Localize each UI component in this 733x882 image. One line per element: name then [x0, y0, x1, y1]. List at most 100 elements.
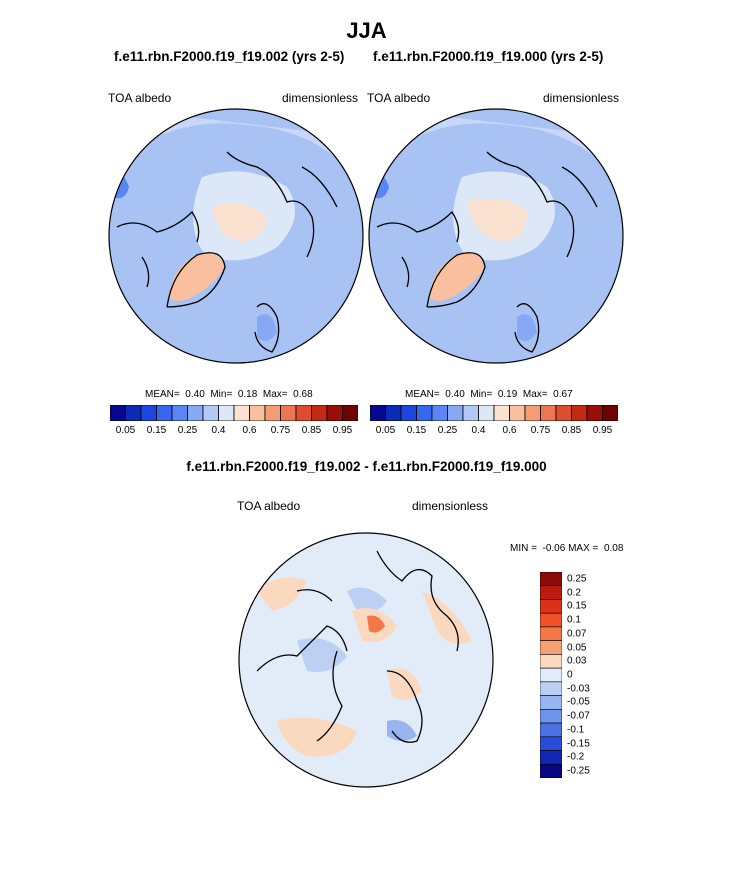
colorbar-swatch	[431, 405, 448, 421]
colorbar-swatch	[218, 405, 235, 421]
min-label: Min=	[470, 389, 493, 400]
colorbar-label: 0.2	[567, 587, 581, 599]
colorbar-swatch	[555, 405, 572, 421]
colorbar-swatch	[509, 405, 526, 421]
stats-right: MEAN= 0.40 Min= 0.19 Max= 0.67	[405, 389, 573, 400]
units-label-diff: dimensionless	[412, 499, 489, 513]
colorbar-swatch	[385, 405, 402, 421]
colorbar-tick-label: 0.05	[115, 425, 136, 436]
colorbar-swatch	[233, 405, 250, 421]
colorbar-swatch	[540, 612, 562, 628]
units-label-left: dimensionless	[282, 91, 359, 105]
stats-left: MEAN= 0.40 Min= 0.18 Max= 0.68	[145, 389, 313, 400]
colorbar-swatch	[540, 750, 562, 765]
colorbar-swatch	[540, 585, 562, 600]
colorbar-swatch	[540, 695, 562, 710]
polar-map-left	[108, 108, 364, 364]
colorbar-swatch	[540, 626, 562, 641]
colorbar-swatch	[249, 405, 266, 421]
max-value: 0.68	[293, 389, 313, 400]
units-label-right: dimensionless	[543, 91, 620, 105]
colorbar-swatch	[540, 405, 557, 421]
colorbar-swatch	[540, 763, 562, 778]
low-albedo-patch-2	[257, 314, 277, 341]
variable-label-left: TOA albedo	[108, 91, 172, 105]
diff-stats: MIN = -0.06 MAX = 0.08	[510, 543, 623, 554]
coastlines	[116, 151, 338, 353]
colorbar-swatch	[187, 405, 204, 421]
colorbar-swatch	[540, 599, 562, 614]
colorbar-swatch	[493, 405, 510, 421]
diff-max-value: 0.08	[603, 543, 624, 554]
colorbar-label: 0	[567, 669, 573, 681]
colorbar-tick-label: 0.85	[561, 425, 582, 436]
colorbar-swatch	[156, 405, 173, 421]
colorbar-swatch	[342, 405, 358, 421]
colorbar-ticks-left: 0.05 0.15 0.25 0.4 0.6 0.75 0.85 0.95	[110, 425, 358, 439]
colorbar-swatch	[540, 572, 562, 587]
colorbar-swatch	[540, 654, 562, 669]
arctic-high-albedo	[467, 198, 528, 242]
colorbar-swatch	[540, 709, 562, 724]
mean-value: 0.40	[185, 389, 205, 400]
variable-label-diff: TOA albedo	[237, 499, 301, 513]
colorbar-tick-label: 0.25	[177, 425, 198, 436]
colorbar-swatch	[462, 405, 479, 421]
positive-anomaly-3	[277, 717, 357, 757]
colorbar-swatch	[540, 640, 562, 655]
colorbar-swatch	[416, 405, 433, 421]
colorbar-tick-label: 0.95	[592, 425, 613, 436]
greenland-high-albedo	[429, 252, 485, 301]
colorbar-diff-labels: 0.25 0.2 0.15 0.1 0.07 0.05 0.03 0 -0.03 -0.05 -0.…	[567, 572, 627, 778]
mean-label: MEAN=	[145, 389, 180, 400]
colorbar-label: -0.2	[567, 751, 585, 763]
colorbar-swatch	[586, 405, 603, 421]
colorbar-tick-label: 0.6	[502, 425, 517, 436]
mean-label: MEAN=	[405, 389, 440, 400]
colorbar-swatch	[202, 405, 219, 421]
colorbar-swatch	[540, 681, 562, 696]
colorbar-tick-label: 0.15	[406, 425, 427, 436]
colorbar-label: 0.1	[567, 614, 581, 626]
variable-label-right: TOA albedo	[367, 91, 431, 105]
colorbar-tick-label: 0.4	[471, 425, 486, 436]
colorbar-swatch	[140, 405, 157, 421]
colorbar-swatch	[524, 405, 541, 421]
colorbar-swatch	[311, 405, 328, 421]
colorbar-ticks-right: 0.05 0.15 0.25 0.4 0.6 0.75 0.85 0.95	[370, 425, 618, 439]
colorbar-swatch	[264, 405, 281, 421]
colorbar-tick-label: 0.85	[301, 425, 322, 436]
case-title-right: f.e11.rbn.F2000.f19_f19.000 (yrs 2-5)	[373, 49, 604, 64]
polar-map-diff	[238, 532, 494, 788]
negative-anomaly	[347, 587, 387, 613]
diff-title: f.e11.rbn.F2000.f19_f19.002 - f.e11.rbn.…	[186, 459, 547, 474]
polar-map-right	[368, 108, 624, 364]
diff-min-value: -0.06	[542, 543, 566, 554]
arctic-high-albedo	[212, 203, 267, 242]
diff-max-label: MAX =	[568, 543, 599, 554]
colorbar-label: -0.1	[567, 724, 585, 736]
colorbar-tick-label: 0.75	[530, 425, 551, 436]
colorbar-swatch	[400, 405, 417, 421]
colorbar-label: 0.05	[567, 642, 587, 654]
colorbar-tick-label: 0.05	[375, 425, 396, 436]
colorbar-swatch	[540, 722, 562, 738]
max-label: Max=	[522, 389, 548, 400]
low-albedo-patch	[109, 167, 129, 199]
colorbar-swatch	[602, 405, 618, 421]
colorbar-diff	[540, 572, 562, 778]
colorbar-right	[370, 405, 618, 421]
mean-value: 0.40	[445, 389, 465, 400]
colorbar-tick-label: 0.95	[332, 425, 353, 436]
colorbar-tick-label: 0.6	[242, 425, 257, 436]
colorbar-label: -0.15	[567, 738, 590, 750]
min-value: 0.19	[497, 389, 518, 400]
colorbar-label: -0.25	[567, 765, 590, 777]
colorbar-swatch	[171, 405, 188, 421]
colorbar-swatch	[280, 405, 297, 421]
colorbar-swatch	[125, 405, 142, 421]
colorbar-tick-label: 0.4	[211, 425, 226, 436]
max-label: Max=	[262, 389, 288, 400]
colorbar-swatch	[370, 405, 386, 421]
colorbar-tick-label: 0.75	[270, 425, 291, 436]
